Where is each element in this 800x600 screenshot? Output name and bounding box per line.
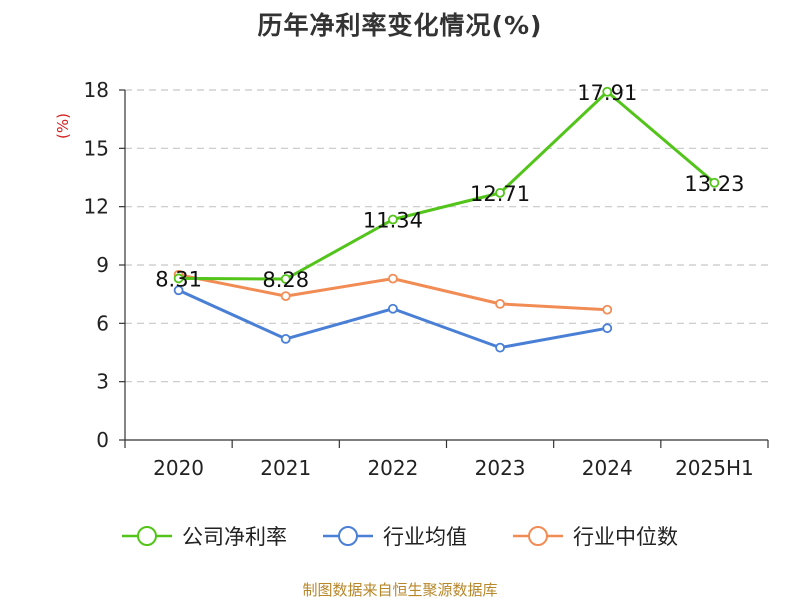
y-tick-label: 0 <box>96 428 109 452</box>
data-label: 8.31 <box>155 267 202 291</box>
y-tick-label: 3 <box>96 370 109 394</box>
legend-label: 公司净利率 <box>182 525 287 549</box>
data-point <box>388 273 398 284</box>
data-label: 11.34 <box>363 209 423 233</box>
data-point <box>709 177 720 188</box>
data-point <box>280 274 291 284</box>
series-line <box>177 288 608 350</box>
series-line <box>178 90 716 281</box>
data-point <box>388 214 398 225</box>
legend-label: 行业中位数 <box>573 525 678 549</box>
x-tick-label: 2022 <box>367 456 418 480</box>
data-label: 8.28 <box>262 268 309 292</box>
y-axis-unit-label: (%) <box>54 113 72 139</box>
data-label: 17.91 <box>577 81 637 105</box>
data-point <box>495 187 505 198</box>
data-point <box>602 86 613 97</box>
chart-title: 历年净利率变化情况(%) <box>257 11 543 40</box>
data-source-note: 制图数据来自恒生聚源数据库 <box>302 581 498 599</box>
x-tick-label: 2021 <box>260 456 311 480</box>
data-point <box>173 273 184 284</box>
data-point <box>280 291 291 302</box>
data-point <box>495 342 505 353</box>
data-label: 12.71 <box>470 182 530 206</box>
y-tick-label: 18 <box>84 78 109 102</box>
data-label: 13.23 <box>684 172 744 196</box>
legend-marker <box>338 526 358 546</box>
data-point <box>495 298 505 309</box>
y-tick-label: 15 <box>84 136 109 160</box>
data-point <box>173 285 184 296</box>
y-tick-label: 6 <box>96 311 109 335</box>
data-point <box>602 304 613 315</box>
legend-label: 行业均值 <box>383 525 467 549</box>
legend-marker <box>528 526 548 546</box>
data-point <box>280 333 291 344</box>
x-tick-label: 2024 <box>582 456 633 480</box>
y-tick-label: 9 <box>96 253 109 277</box>
x-tick-label: 2023 <box>475 456 526 480</box>
legend-marker <box>137 526 157 546</box>
x-tick-label: 2020 <box>153 456 204 480</box>
x-tick-label: 2025H1 <box>675 456 754 480</box>
y-tick-label: 12 <box>84 195 109 219</box>
data-point <box>388 303 398 314</box>
data-point <box>602 323 613 334</box>
